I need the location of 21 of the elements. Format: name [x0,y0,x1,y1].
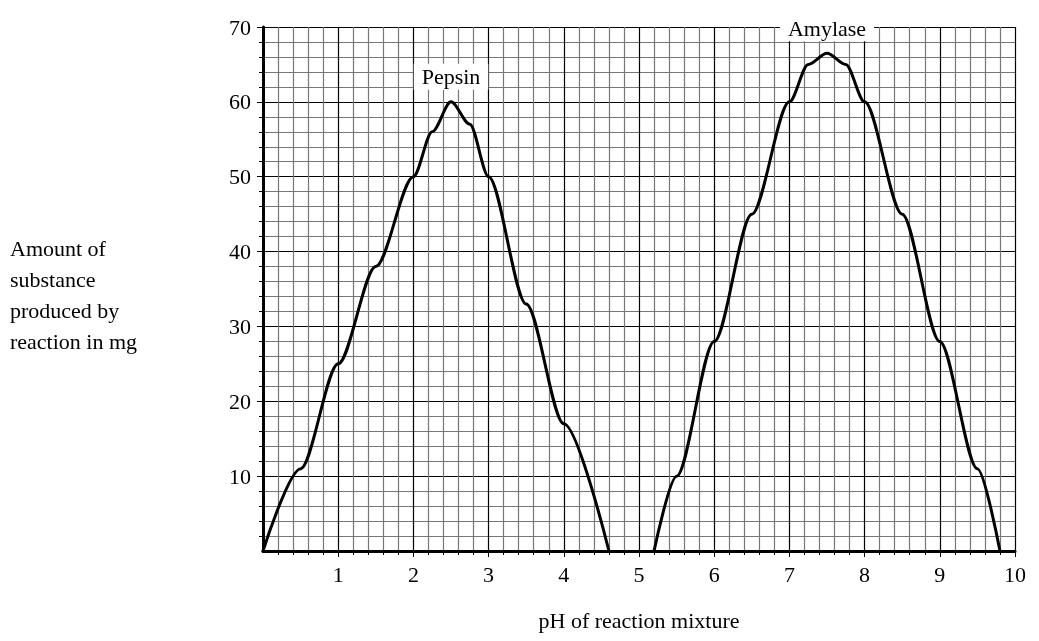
y-axis-title: Amount of substance produced by reaction in mg [10,236,138,354]
x-tick-label: 8 [859,561,871,587]
x-tick-label: 4 [558,561,570,587]
y-tick-label: 50 [229,164,251,190]
x-tick-label: 5 [633,561,645,587]
x-tick-label: 3 [483,561,495,587]
x-tick-label: 6 [708,561,720,587]
y-tick-label: 10 [229,463,251,489]
x-tick-label: 9 [934,561,946,587]
x-tick-label: 10 [1004,561,1026,587]
y-tick-label: 60 [229,89,251,115]
series-label: Amylase [787,15,867,41]
x-tick-label: 1 [332,561,344,587]
series-label: Pepsin [421,64,481,90]
y-tick-label: 70 [229,14,251,40]
y-tick-label: 40 [229,239,251,265]
x-tick-label: 7 [783,561,795,587]
x-tick-label: 2 [407,561,419,587]
y-tick-label: 20 [229,388,251,414]
x-axis-title: pH of reaction mixture [538,607,740,633]
y-tick-label: 30 [229,313,251,339]
